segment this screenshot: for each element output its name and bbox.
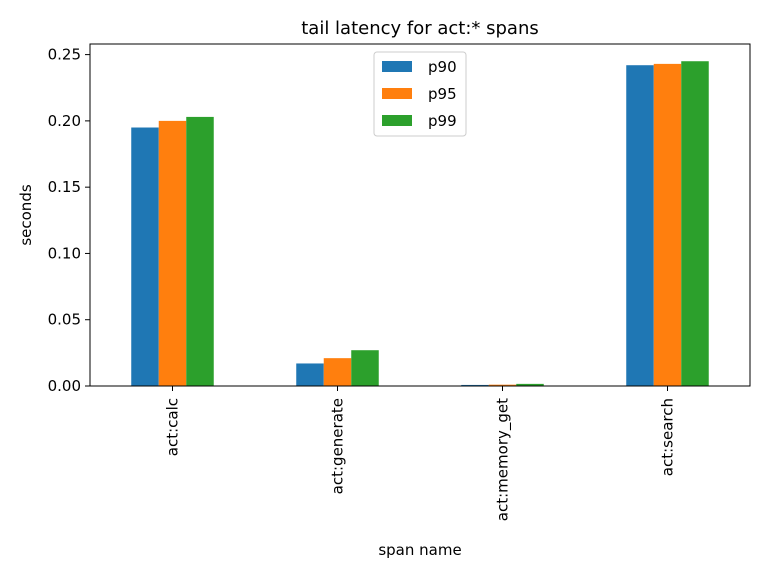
y-axis-label: seconds — [17, 184, 35, 245]
bar-p99-act-search — [681, 61, 709, 387]
bar-p90-act-generate — [296, 363, 324, 386]
bar-p90-act-memory-get — [461, 384, 489, 386]
plot-frame — [89, 43, 751, 387]
legend-label-p95: p95 — [428, 85, 457, 103]
x-tick-label: act:calc — [164, 398, 182, 456]
y-tick-label: 0.25 — [48, 46, 81, 64]
chart-title: tail latency for act:* spans — [301, 18, 539, 39]
y-tick-label: 0.15 — [48, 178, 81, 196]
y-tick-label: 0.05 — [48, 311, 81, 329]
bar-p90-act-calc — [131, 127, 159, 386]
bar-p99-act-generate — [351, 350, 379, 386]
bar-p99-act-calc — [186, 116, 214, 386]
x-tick-label: act:generate — [329, 398, 347, 494]
legend-label-p90: p90 — [428, 58, 457, 76]
bar-p95-act-generate — [323, 358, 352, 386]
x-axis-label: span name — [378, 541, 461, 559]
legend-swatch-p99 — [382, 115, 412, 126]
y-axis: 0.00 0.05 0.10 0.15 0.20 0.25 — [48, 46, 90, 395]
y-tick-label: 0.00 — [48, 377, 81, 395]
y-tick-label: 0.10 — [48, 244, 81, 262]
legend-label-p99: p99 — [428, 112, 457, 130]
x-axis: act:calc act:generate act:memory_get act:se… — [164, 386, 677, 521]
legend-swatch-p90 — [382, 61, 412, 72]
y-tick-label: 0.20 — [48, 112, 81, 130]
bar-p95-act-search — [653, 63, 682, 386]
bar-p90-act-search — [626, 65, 654, 387]
bar-p99-act-memory-get — [516, 383, 544, 386]
x-tick-label: act:search — [659, 398, 677, 476]
bar-p95-act-calc — [158, 120, 187, 386]
legend-swatch-p95 — [382, 88, 412, 99]
bar-p95-act-memory-get — [488, 384, 517, 386]
legend: p90 p95 p99 — [373, 51, 467, 137]
x-tick-label: act:memory_get — [494, 398, 513, 521]
bars-group — [131, 61, 709, 387]
